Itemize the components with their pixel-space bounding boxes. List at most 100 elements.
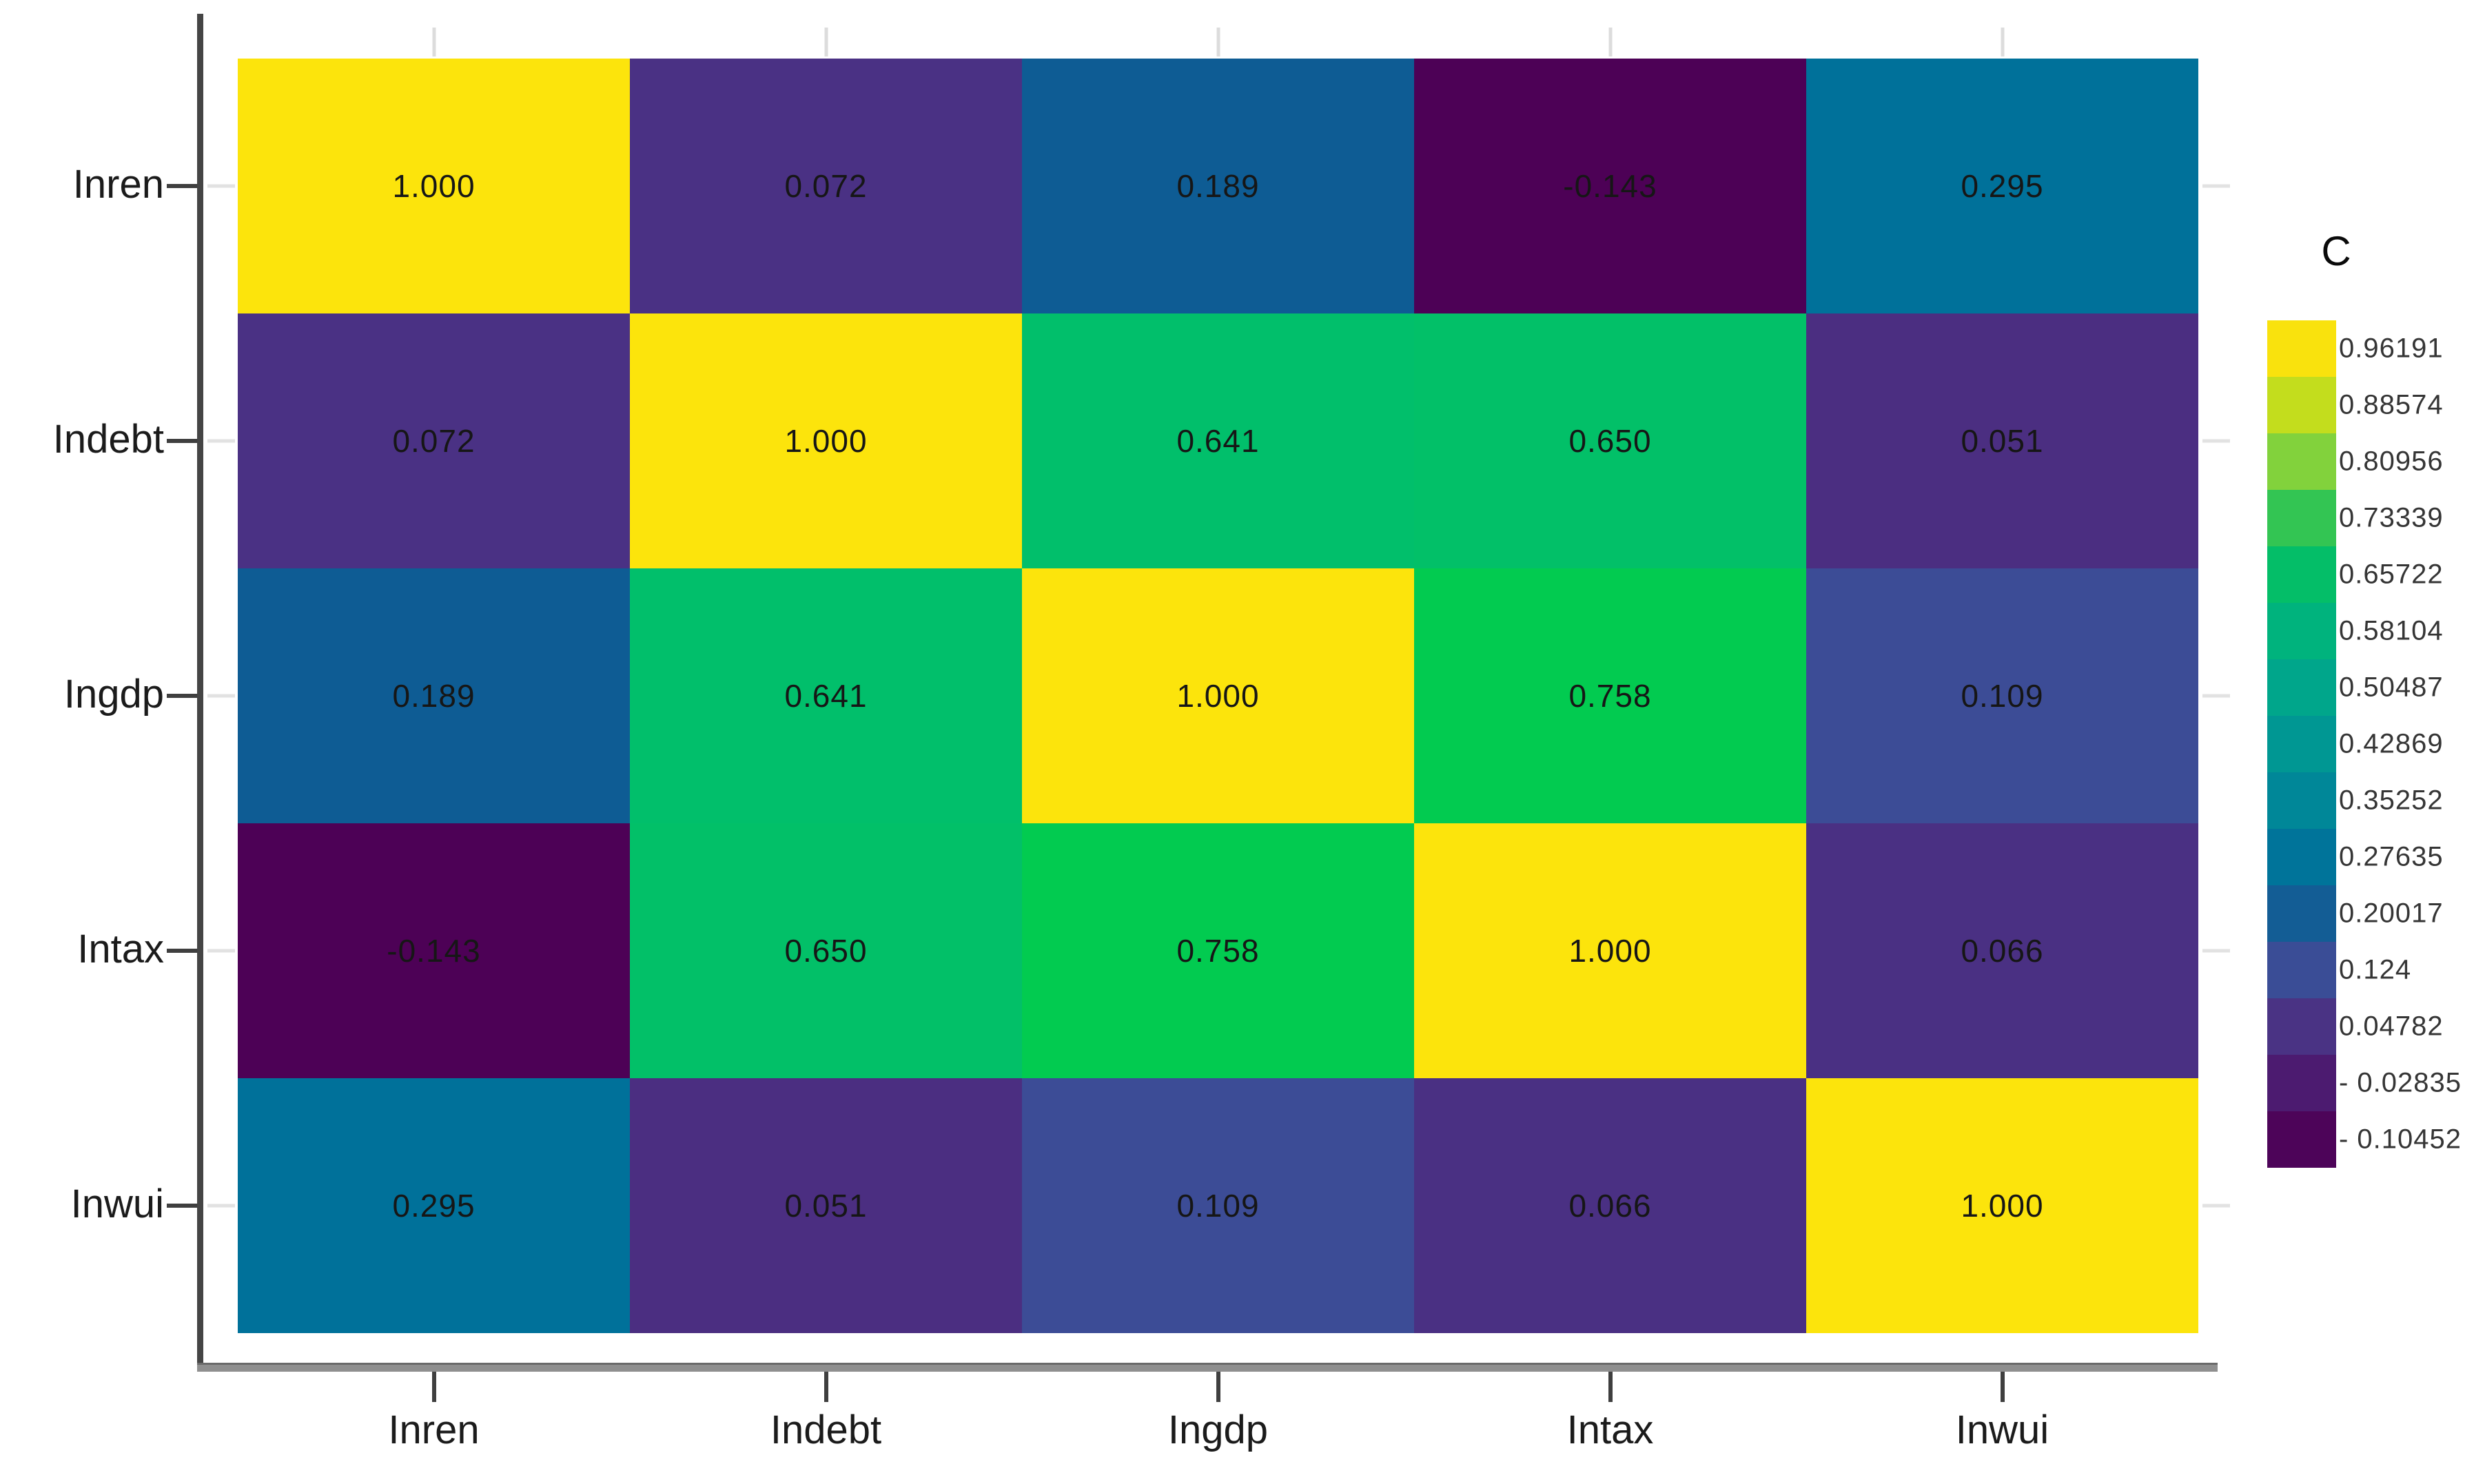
cell-value: 0.758 [1568, 678, 1652, 714]
y-inner-tick [207, 1204, 235, 1208]
cell-value: 1.000 [392, 168, 475, 204]
cell-value: 1.000 [1961, 1188, 2044, 1224]
row-label: Indebt [52, 416, 164, 462]
heatmap-cell: 0.189 [1022, 59, 1414, 313]
legend-swatch [2267, 829, 2336, 885]
cell-value: 0.072 [784, 168, 868, 204]
y-tick [167, 694, 197, 698]
cell-value: 0.051 [784, 1188, 868, 1224]
legend-tick-label: 0.27635 [2339, 841, 2444, 872]
heatmap-cell: 0.051 [1806, 313, 2198, 568]
x-inner-tick [1216, 28, 1220, 56]
cell-value: 0.295 [392, 1188, 475, 1224]
col-label: Ingdp [1167, 1408, 1269, 1452]
heatmap-cell: 1.000 [1022, 568, 1414, 823]
legend-swatch [2267, 1111, 2336, 1168]
y-inner-tick-right [2202, 439, 2230, 443]
cell-value: 0.758 [1176, 933, 1260, 969]
col-label: Indebt [770, 1408, 882, 1452]
legend-tick-label: 0.65722 [2339, 559, 2444, 590]
legend-swatch [2267, 716, 2336, 772]
x-tick [1608, 1372, 1613, 1402]
y-inner-tick [207, 694, 235, 698]
legend-tick-label: 0.20017 [2339, 898, 2444, 929]
heatmap-cell: 0.189 [238, 568, 630, 823]
legend-swatch [2267, 942, 2336, 998]
legend-swatch [2267, 546, 2336, 603]
x-inner-tick [824, 28, 828, 56]
legend-title: C [2321, 228, 2351, 274]
cell-value: 0.189 [1176, 168, 1260, 204]
legend-tick-label: 0.35252 [2339, 785, 2444, 816]
legend-swatch [2267, 377, 2336, 433]
legend-swatch [2267, 659, 2336, 716]
cell-value: 0.109 [1176, 1188, 1260, 1224]
x-tick [431, 1372, 436, 1402]
y-inner-tick [207, 184, 235, 188]
cell-value: 0.189 [392, 678, 475, 714]
legend-tick-label: 0.50487 [2339, 672, 2444, 703]
heatmap-cell: 0.066 [1414, 1078, 1806, 1333]
cell-value: 0.109 [1961, 678, 2044, 714]
cell-value: 0.641 [784, 678, 868, 714]
heatmap-cell: 1.000 [1414, 823, 1806, 1078]
legend-tick-label: 0.88574 [2339, 389, 2444, 420]
legend-swatch [2267, 433, 2336, 490]
legend-tick-label: 0.124 [2339, 954, 2412, 985]
heatmap-cell: 0.066 [1806, 823, 2198, 1078]
cell-value: 1.000 [1568, 933, 1652, 969]
heatmap-cell: 0.758 [1022, 823, 1414, 1078]
x-inner-tick [432, 28, 436, 56]
heatmap-cell: 0.650 [1414, 313, 1806, 568]
heatmap-cell: -0.143 [238, 823, 630, 1078]
heatmap-cell: 0.650 [630, 823, 1022, 1078]
row-label: Ingdp [63, 671, 164, 717]
legend-tick-label: 0.80956 [2339, 446, 2444, 477]
cell-value: 1.000 [1176, 678, 1260, 714]
col-label: Inren [388, 1408, 480, 1452]
y-inner-tick-right [2202, 1204, 2230, 1208]
x-tick [824, 1372, 828, 1402]
x-axis-line [197, 1363, 2218, 1372]
row-label: Inwui [70, 1181, 164, 1226]
cell-value: 0.051 [1961, 423, 2044, 459]
cell-value: 0.072 [392, 423, 475, 459]
y-axis-line [197, 14, 203, 1370]
legend-tick-label: - 0.02835 [2339, 1067, 2462, 1098]
legend-tick-label: 0.73339 [2339, 502, 2444, 533]
y-inner-tick [207, 439, 235, 443]
cell-value: 0.066 [1568, 1188, 1652, 1224]
cell-value: 1.000 [784, 423, 868, 459]
y-tick [167, 1204, 197, 1208]
cell-value: 0.641 [1176, 423, 1260, 459]
heatmap-cell: 0.109 [1806, 568, 2198, 823]
row-label: Inren [72, 161, 164, 207]
heatmap-cell: 0.295 [1806, 59, 2198, 313]
cell-value: -0.143 [387, 933, 481, 969]
x-tick [1216, 1372, 1220, 1402]
legend-swatch [2267, 1055, 2336, 1111]
legend-tick-label: 0.58104 [2339, 615, 2444, 646]
y-inner-tick-right [2202, 949, 2230, 953]
heatmap-cell: 0.109 [1022, 1078, 1414, 1333]
cell-value: 0.295 [1961, 168, 2044, 204]
y-inner-tick-right [2202, 694, 2230, 698]
x-tick [2000, 1372, 2005, 1402]
heatmap-cell: 0.072 [630, 59, 1022, 313]
cell-value: 0.066 [1961, 933, 2044, 969]
heatmap-cell: 0.072 [238, 313, 630, 568]
y-tick [167, 439, 197, 443]
heatmap-cell: -0.143 [1414, 59, 1806, 313]
row-label: Intax [77, 926, 164, 971]
heatmap-cell: 1.000 [238, 59, 630, 313]
heatmap-cell: 1.000 [1806, 1078, 2198, 1333]
cell-value: -0.143 [1563, 168, 1657, 204]
y-inner-tick [207, 949, 235, 953]
legend-tick-label: 0.96191 [2339, 333, 2444, 364]
heatmap-cell: 0.758 [1414, 568, 1806, 823]
x-inner-tick [1608, 28, 1612, 56]
legend-swatch [2267, 998, 2336, 1055]
cell-value: 0.650 [1568, 423, 1652, 459]
legend-swatch [2267, 603, 2336, 659]
